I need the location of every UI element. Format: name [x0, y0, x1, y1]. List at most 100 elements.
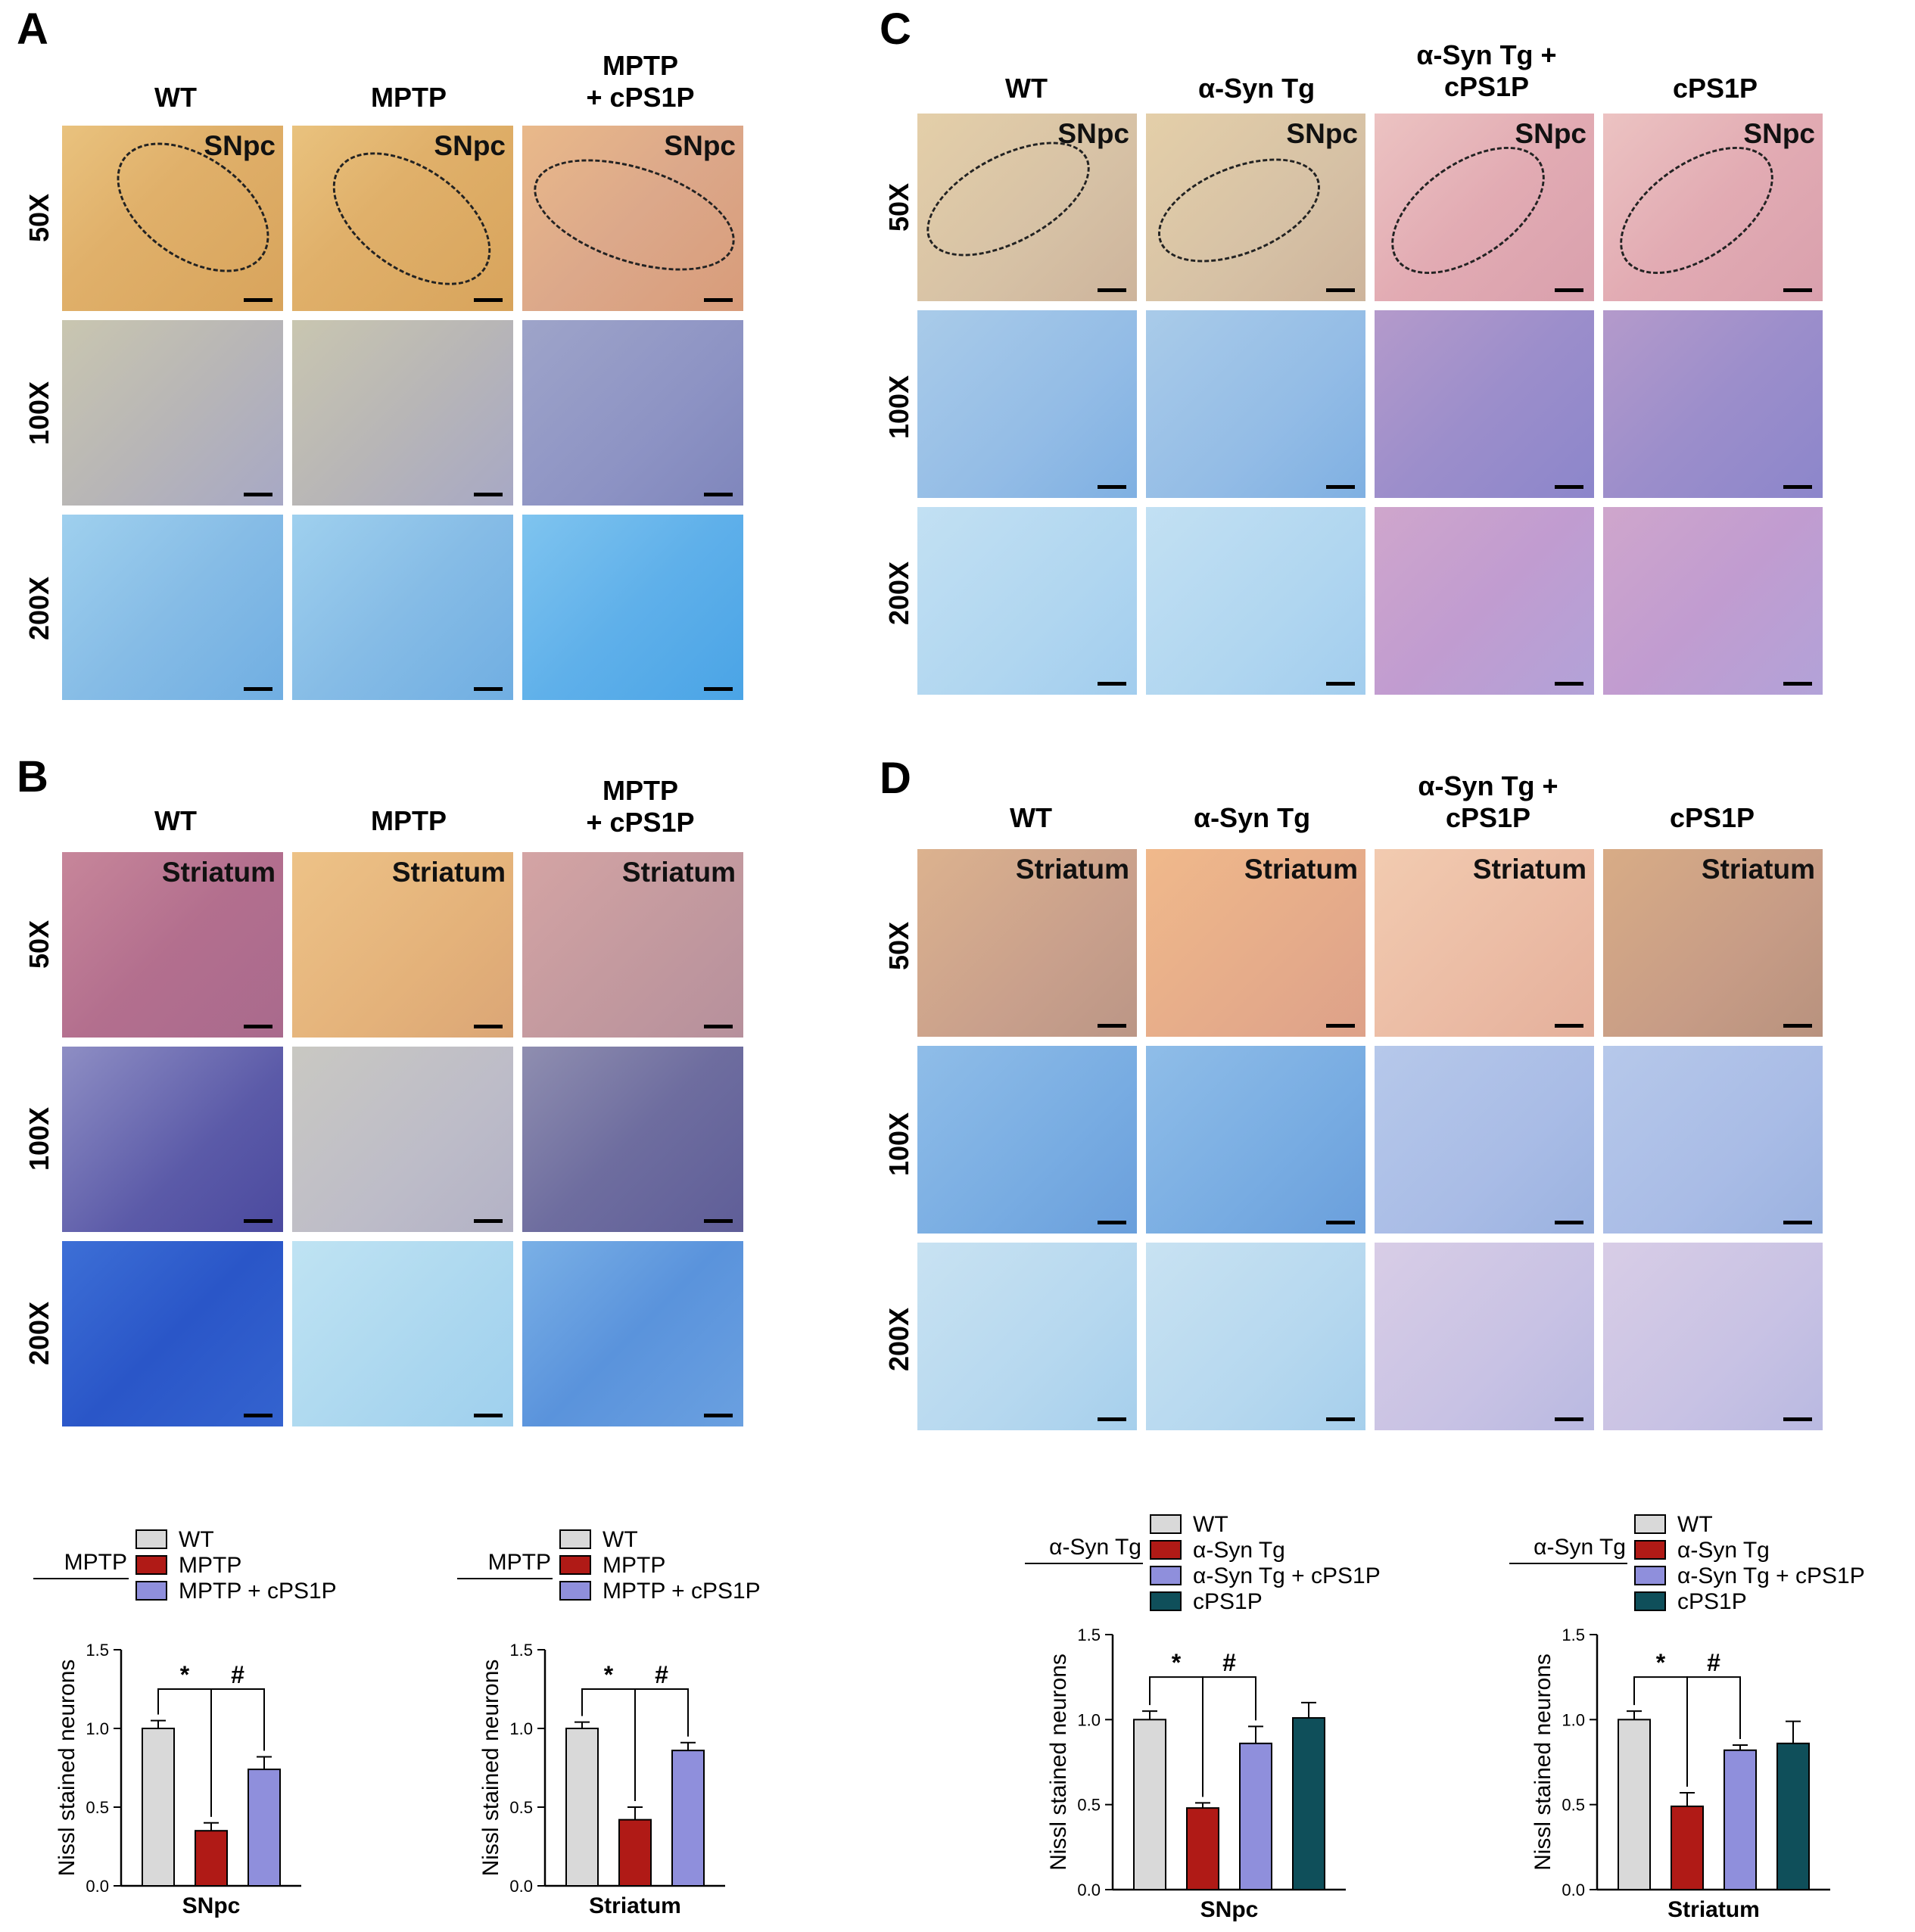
scale-bar [704, 298, 733, 302]
micrograph-d-cps1p-100x [1603, 1046, 1823, 1234]
micrograph-d-asyn-100x [1146, 1046, 1365, 1234]
row-label-d-50x: 50X [883, 921, 914, 971]
y-tick-label: 1.5 [86, 1641, 109, 1660]
col-head-d-4: cPS1P [1669, 802, 1755, 833]
y-tick-label: 0.5 [86, 1798, 109, 1817]
region-label: Striatum [621, 857, 736, 888]
scale-bar [1326, 1024, 1355, 1028]
scale-bar [244, 1414, 272, 1417]
scale-bar [1555, 485, 1583, 489]
legend-swatch [559, 1529, 591, 1549]
row-label-b-100x: 100X [23, 1106, 54, 1171]
region-label: SNpc [434, 130, 506, 161]
y-tick-label: 1.0 [1562, 1710, 1585, 1729]
micrograph-d-asyn-200x [1146, 1243, 1365, 1430]
x-axis-label: SNpc [1200, 1897, 1259, 1922]
row-label-c-100x: 100X [883, 375, 914, 440]
scale-bar [474, 298, 503, 302]
panel-letter-d: D [880, 754, 911, 803]
col-head-b-1: WT [154, 805, 197, 836]
y-tick-label: 0.0 [509, 1877, 533, 1896]
y-axis-label: Nissl stained neurons [1530, 1654, 1555, 1871]
micrograph-c-cps1p-50x: SNpc [1603, 114, 1823, 301]
scale-bar [1098, 288, 1126, 292]
y-tick-label: 1.0 [86, 1719, 109, 1738]
bar-wt [1133, 1719, 1166, 1891]
sig-bracket-star-label: * [604, 1661, 614, 1688]
bar-cps1p [1292, 1717, 1325, 1890]
scale-bar [1098, 1221, 1126, 1224]
y-axis-label: Nissl stained neurons [54, 1660, 79, 1877]
micrograph-c-asyncps1p-200x [1375, 507, 1594, 695]
y-tick-label: 1.5 [1077, 1626, 1101, 1644]
x-axis-label: SNpc [182, 1893, 241, 1918]
bar-cps1p [1776, 1742, 1810, 1890]
sig-bracket-hash-label: # [655, 1661, 668, 1688]
micrograph-c-wt-200x [917, 507, 1137, 695]
micrograph-c-asyn-200x [1146, 507, 1365, 695]
bar-mptp-cps1p [671, 1750, 705, 1887]
sig-bracket-hash [210, 1688, 265, 1817]
legend-label: α-Syn Tg [1193, 1538, 1285, 1563]
micrograph-b-wt-50x: Striatum [62, 852, 283, 1038]
panel-letter-c: C [880, 5, 911, 54]
scale-bar [704, 493, 733, 496]
bar-wt [142, 1728, 175, 1887]
row-label-d-200x: 200X [883, 1307, 914, 1372]
y-tick-label: 1.0 [509, 1719, 533, 1738]
scale-bar [704, 1025, 733, 1028]
legend-label: WT [1193, 1512, 1228, 1537]
bar-mptp [618, 1818, 652, 1887]
micrograph-a-mptpcps1p-100x [522, 320, 743, 506]
micrograph-c-cps1p-100x [1603, 310, 1823, 498]
scale-bar [244, 1025, 272, 1028]
scale-bar [244, 1219, 272, 1223]
scale-bar [244, 298, 272, 302]
panel-letter-a: A [17, 5, 48, 54]
scale-bar [704, 687, 733, 691]
micrograph-d-wt-50x: Striatum [917, 849, 1137, 1037]
col-head-c-3: α-Syn Tg + cPS1P [1416, 39, 1557, 102]
row-label-c-50x: 50X [883, 182, 914, 232]
row-label-b-50x: 50X [23, 919, 54, 969]
micrograph-a-mptp-100x [292, 320, 513, 506]
scale-bar [1555, 1417, 1583, 1421]
legend-group-label: MPTP [64, 1550, 127, 1575]
region-label: Striatum [391, 857, 506, 888]
scale-bar [1783, 288, 1812, 292]
scale-bar [1098, 1417, 1126, 1421]
micrograph-c-cps1p-200x [1603, 507, 1823, 695]
row-label-a-100x: 100X [23, 381, 54, 446]
bar-mptp-cps1p [248, 1769, 281, 1887]
legend-swatch [1634, 1540, 1666, 1560]
bar--syn-tg-cps1p [1724, 1749, 1757, 1891]
col-head-a-1: WT [154, 82, 197, 113]
bar-mptp [195, 1830, 228, 1887]
legend-swatch [1150, 1540, 1182, 1560]
micrograph-b-mptpcps1p-50x: Striatum [522, 852, 743, 1038]
micrograph-b-mptp-200x [292, 1241, 513, 1426]
sig-bracket-star-label: * [180, 1661, 190, 1688]
scale-bar [1326, 288, 1355, 292]
scale-bar [1098, 1024, 1126, 1028]
col-head-d-1: WT [1010, 802, 1052, 833]
sig-bracket-hash [634, 1688, 689, 1801]
micrograph-c-asyn-50x: SNpc [1146, 114, 1365, 301]
region-label: Striatum [161, 857, 276, 888]
row-label-d-100x: 100X [883, 1112, 914, 1177]
row-label-c-200x: 200X [883, 561, 914, 626]
scale-bar [474, 1219, 503, 1223]
y-tick-label: 0.5 [1077, 1796, 1101, 1815]
y-tick-label: 0.0 [1077, 1881, 1101, 1899]
micrograph-c-asyncps1p-50x: SNpc [1375, 114, 1594, 301]
legend-group-label: α-Syn Tg [1534, 1535, 1626, 1560]
micrograph-b-wt-100x [62, 1047, 283, 1232]
col-head-d-2: α-Syn Tg [1193, 802, 1311, 833]
legend-swatch [1150, 1514, 1182, 1534]
micrograph-c-wt-100x [917, 310, 1137, 498]
micrograph-a-wt-50x: SNpc [62, 126, 283, 311]
